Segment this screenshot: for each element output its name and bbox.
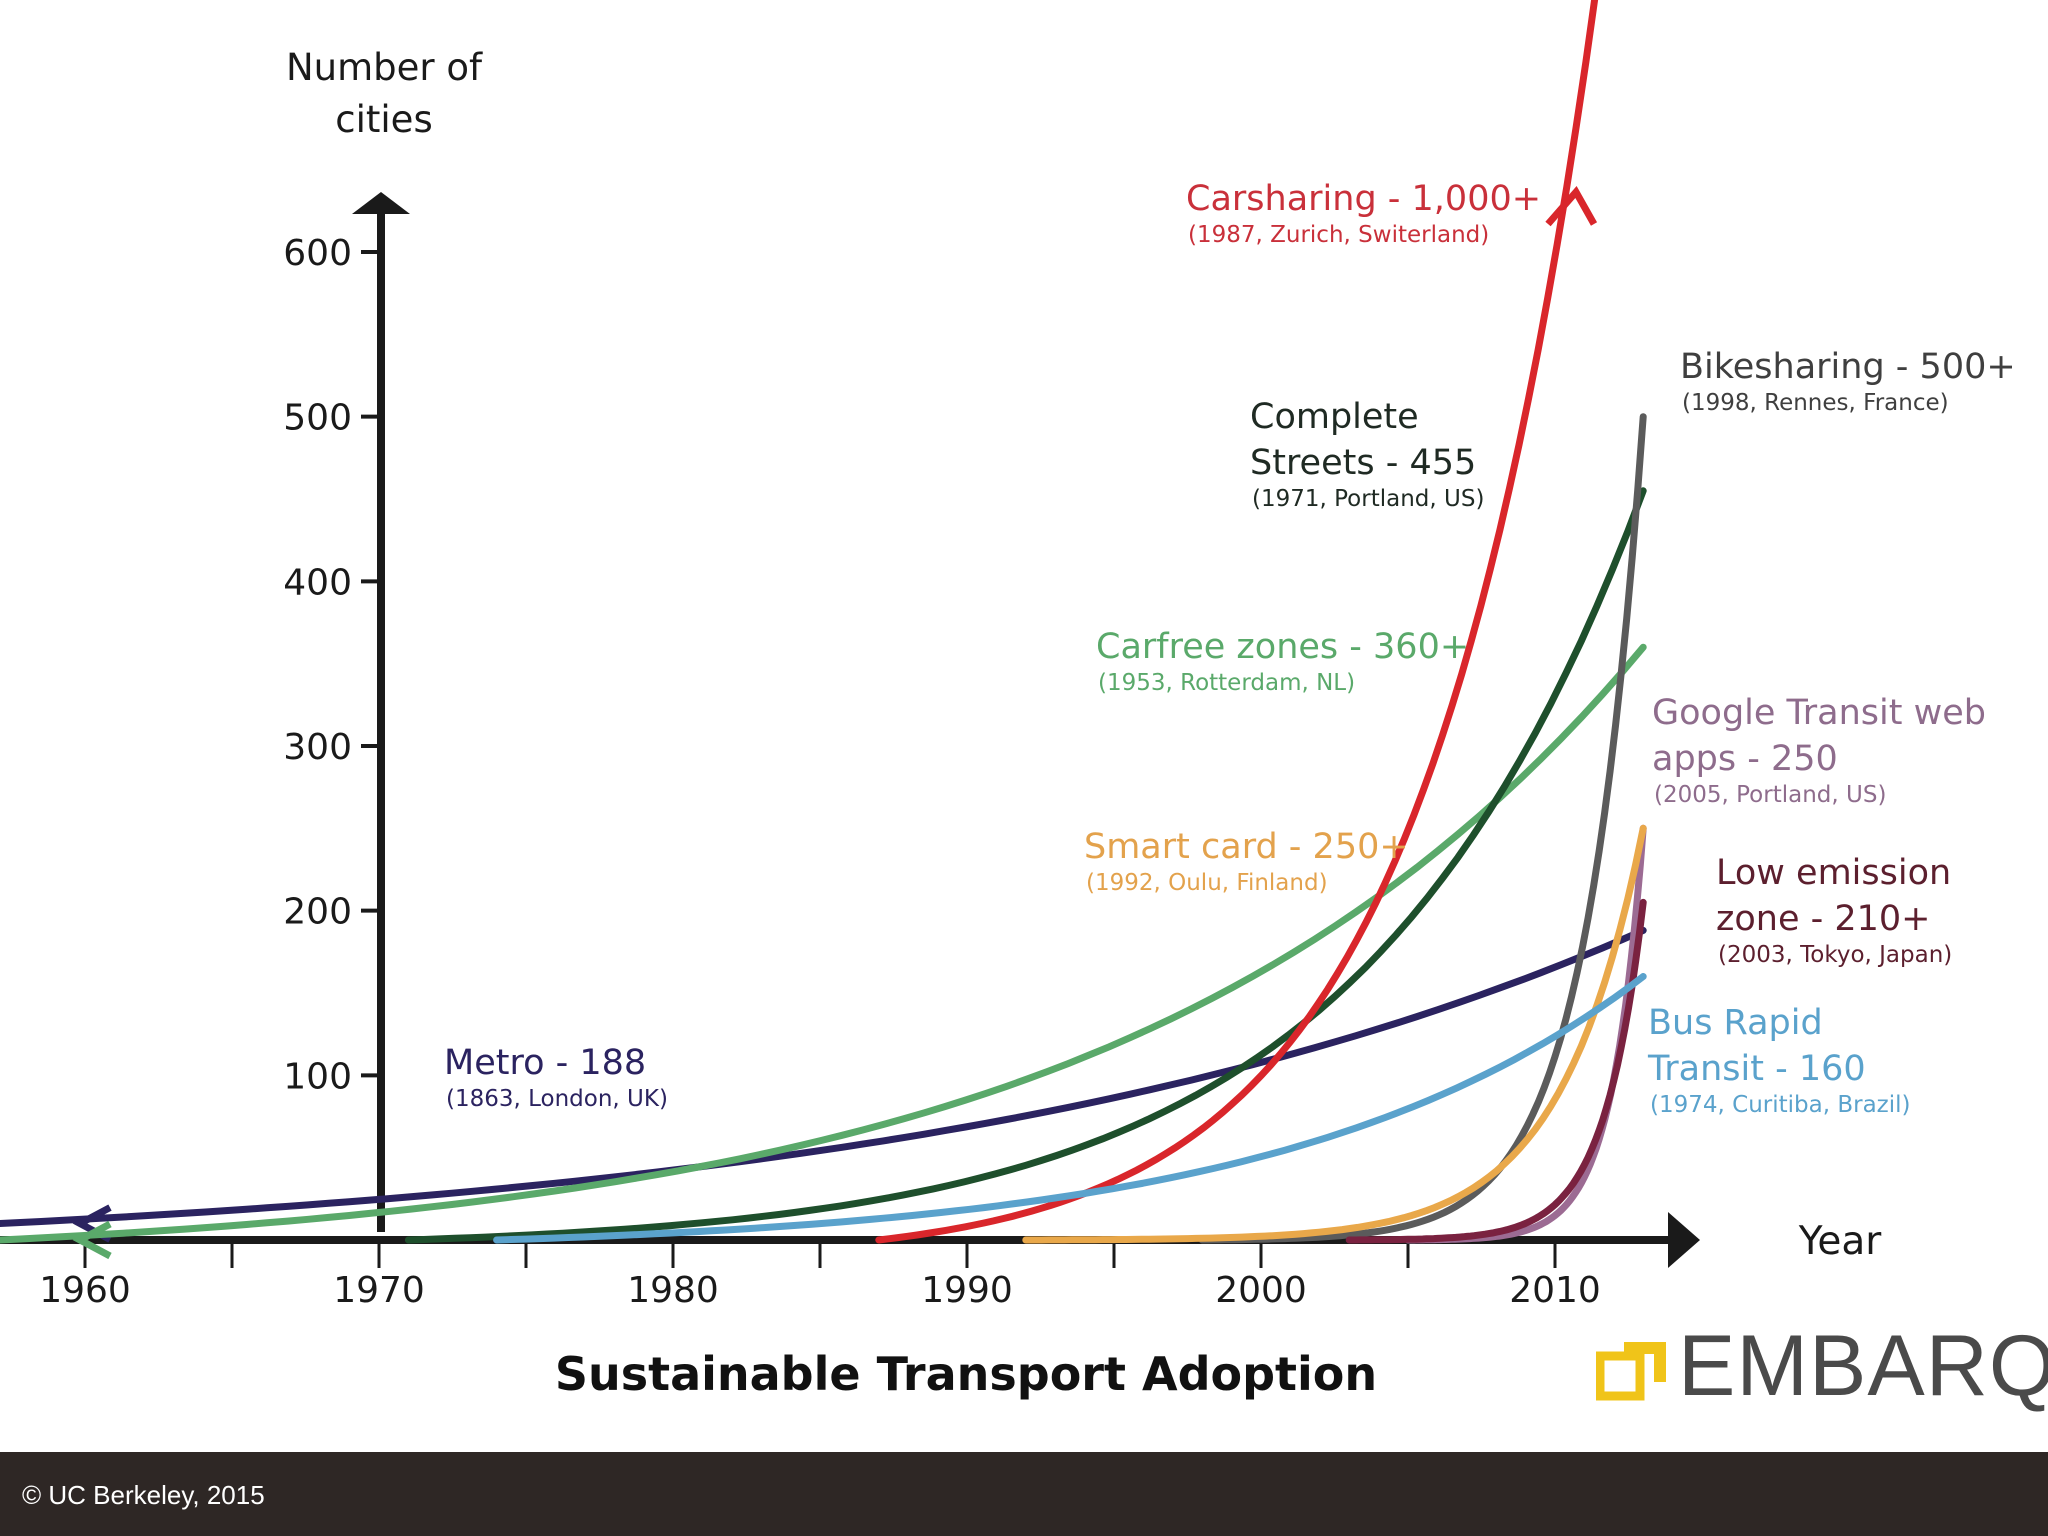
label-brt-line1: Bus Rapid [1648,1003,1823,1043]
series-line-5 [1404,824,1647,1244]
label-google-note: (2005, Portland, US) [1654,782,1886,808]
y-ticks: 100 200 300 400 500 600 [283,233,381,1097]
label-smartcard-note: (1992, Oulu, Finland) [1086,870,1328,896]
label-bikesharing-note: (1998, Rennes, France) [1682,390,1949,416]
label-brt-note: (1974, Curitiba, Brazil) [1650,1092,1911,1118]
footer-bar: © UC Berkeley, 2015 [0,1452,2048,1536]
y-tick-label: 500 [283,398,352,439]
y-axis-title-line2: cities [335,98,432,141]
label-google-line2: apps - 250 [1652,739,1838,779]
embarq-logo-mark-icon [1596,1342,1666,1401]
label-complete-streets-note: (1971, Portland, US) [1252,486,1484,512]
series-line-6 [1022,824,1647,1244]
label-lowemission-note: (2003, Tokyo, Japan) [1718,942,1952,968]
y-tick-label: 200 [283,892,352,933]
carsharing-up-arrow [1545,185,1598,227]
chart-area: Number of cities Year 100 200 300 400 500 600… [0,0,2048,1414]
label-brt-line2: Transit - 160 [1647,1049,1866,1089]
label-lowemission-line2: zone - 210+ [1716,899,1931,939]
label-google-line1: Google Transit web [1652,693,1986,733]
label-carfree-note: (1953, Rotterdam, NL) [1098,670,1355,696]
x-tick-label: 2010 [1509,1270,1601,1311]
y-axis-title-line1: Number of [286,46,483,89]
label-lowemission-line1: Low emission [1716,853,1951,893]
y-axis-arrowhead [352,192,410,214]
chart-svg: Number of cities Year 100 200 300 400 500 600… [0,0,2016,1401]
x-axis-arrowhead [1668,1212,1700,1268]
label-carsharing: Carsharing - 1,000+ [1186,179,1541,219]
series-line-1 [0,643,1647,1244]
series-layer [0,0,1647,1260]
label-complete-streets-line1: Complete [1250,397,1419,437]
label-complete-streets-line2: Streets - 455 [1250,443,1476,483]
label-metro-note: (1863, London, UK) [446,1086,668,1112]
x-ticks: 1960 1970 1980 1990 2000 2010 [39,1240,1601,1311]
label-smartcard: Smart card - 250+ [1084,827,1409,867]
x-tick-label: 1970 [333,1270,425,1311]
series-arrow-left-1 [72,1220,112,1260]
x-tick-label: 2000 [1215,1270,1307,1311]
series-line-2 [404,487,1647,1244]
x-tick-label: 1980 [627,1270,719,1311]
y-tick-label: 300 [283,727,352,768]
y-tick-label: 100 [283,1056,352,1097]
x-tick-label: 1990 [921,1270,1013,1311]
series-line-7 [1345,898,1647,1244]
chart-title: Sustainable Transport Adoption [555,1347,1377,1401]
series-line-3 [875,0,1599,1244]
x-tick-label: 1960 [39,1270,131,1311]
embarq-logo: EMBARQ [1596,1318,2048,1414]
series-line-8 [493,973,1647,1244]
embarq-logo-text: EMBARQ [1678,1318,2048,1414]
x-axis-title: Year [1798,1219,1883,1264]
footer-copyright: © UC Berkeley, 2015 [22,1480,265,1510]
label-bikesharing: Bikesharing - 500+ [1680,347,2016,387]
label-carfree: Carfree zones - 360+ [1096,627,1469,667]
y-tick-label: 600 [283,233,352,274]
y-tick-label: 400 [283,562,352,603]
series-line-0 [0,926,1647,1227]
label-carsharing-note: (1987, Zurich, Switerland) [1188,222,1489,248]
label-metro: Metro - 188 [444,1043,646,1083]
